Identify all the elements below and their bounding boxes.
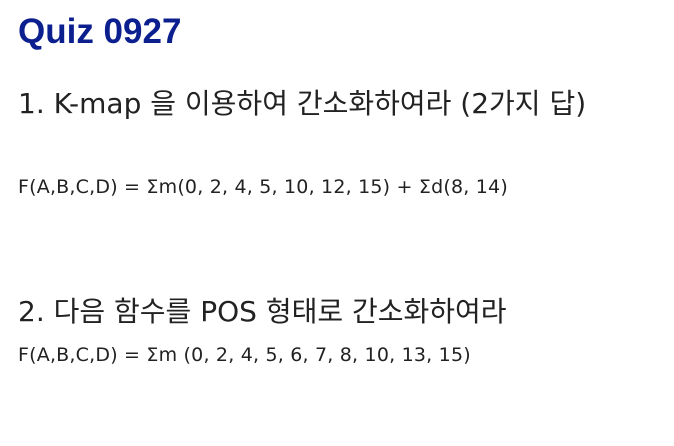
question-1-formula: F(A,B,C,D) = Σm(0, 2, 4, 5, 10, 12, 15) … <box>18 176 508 198</box>
question-2-heading: 2. 다음 함수를 POS 형태로 간소화하여라 <box>18 295 507 328</box>
slide-title: Quiz 0927 <box>18 12 182 51</box>
question-2-formula: F(A,B,C,D) = Σm (0, 2, 4, 5, 6, 7, 8, 10… <box>18 344 471 366</box>
question-1-heading: 1. K-map 을 이용하여 간소화하여라 (2가지 답) <box>18 87 587 120</box>
